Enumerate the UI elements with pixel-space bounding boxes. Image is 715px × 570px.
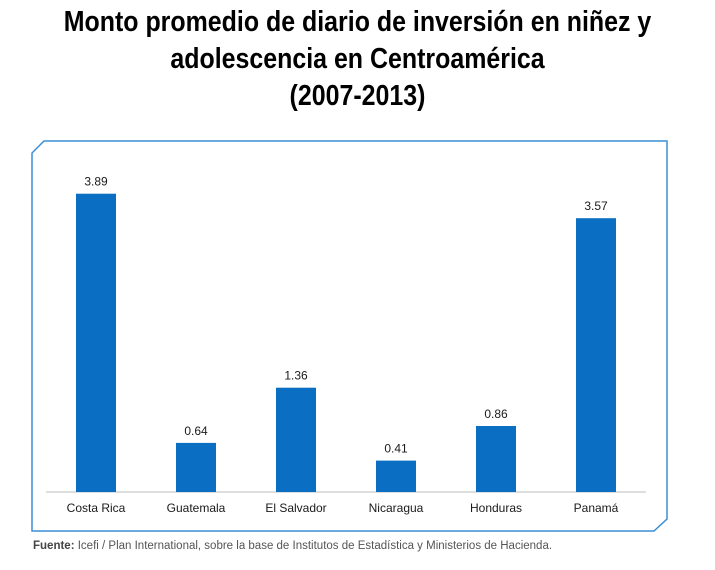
- category-label-4: Honduras: [470, 501, 522, 515]
- source-text: Icefi / Plan International, sobre la bas…: [74, 540, 553, 552]
- source-note: Fuente: Icefi / Plan International, sobr…: [33, 540, 552, 552]
- chart-title-line-3: (2007-2013): [289, 80, 426, 112]
- category-label-0: Costa Rica: [67, 501, 126, 515]
- category-label-5: Panamá: [574, 501, 619, 515]
- bar-4: [476, 426, 516, 492]
- chart-title-line-1: Monto promedio de diario de inversión en…: [63, 6, 652, 38]
- source-label: Fuente:: [33, 540, 75, 552]
- category-label-3: Nicaragua: [369, 501, 424, 515]
- value-label-3: 0.41: [384, 442, 408, 456]
- value-label-1: 0.64: [184, 424, 208, 438]
- value-label-4: 0.86: [484, 407, 508, 421]
- bar-2: [276, 387, 316, 492]
- chart-frame: [31, 140, 668, 532]
- value-label-0: 3.89: [84, 175, 108, 189]
- bar-1: [176, 442, 216, 492]
- value-label-2: 1.36: [284, 369, 308, 383]
- category-label-1: Guatemala: [167, 501, 226, 515]
- bar-0: [76, 193, 116, 492]
- bars-group: 3.89 Costa Rica 0.64 Guatemala 1.36 El Salvad…: [67, 175, 619, 515]
- chart-title-line-2: adolescencia en Centroamérica: [170, 43, 545, 75]
- value-label-5: 3.57: [584, 199, 608, 213]
- bar-3: [376, 460, 416, 492]
- chart-title: Monto promedio de diario de inversión en…: [50, 4, 665, 115]
- bar-5: [576, 218, 616, 492]
- category-label-2: El Salvador: [265, 501, 326, 515]
